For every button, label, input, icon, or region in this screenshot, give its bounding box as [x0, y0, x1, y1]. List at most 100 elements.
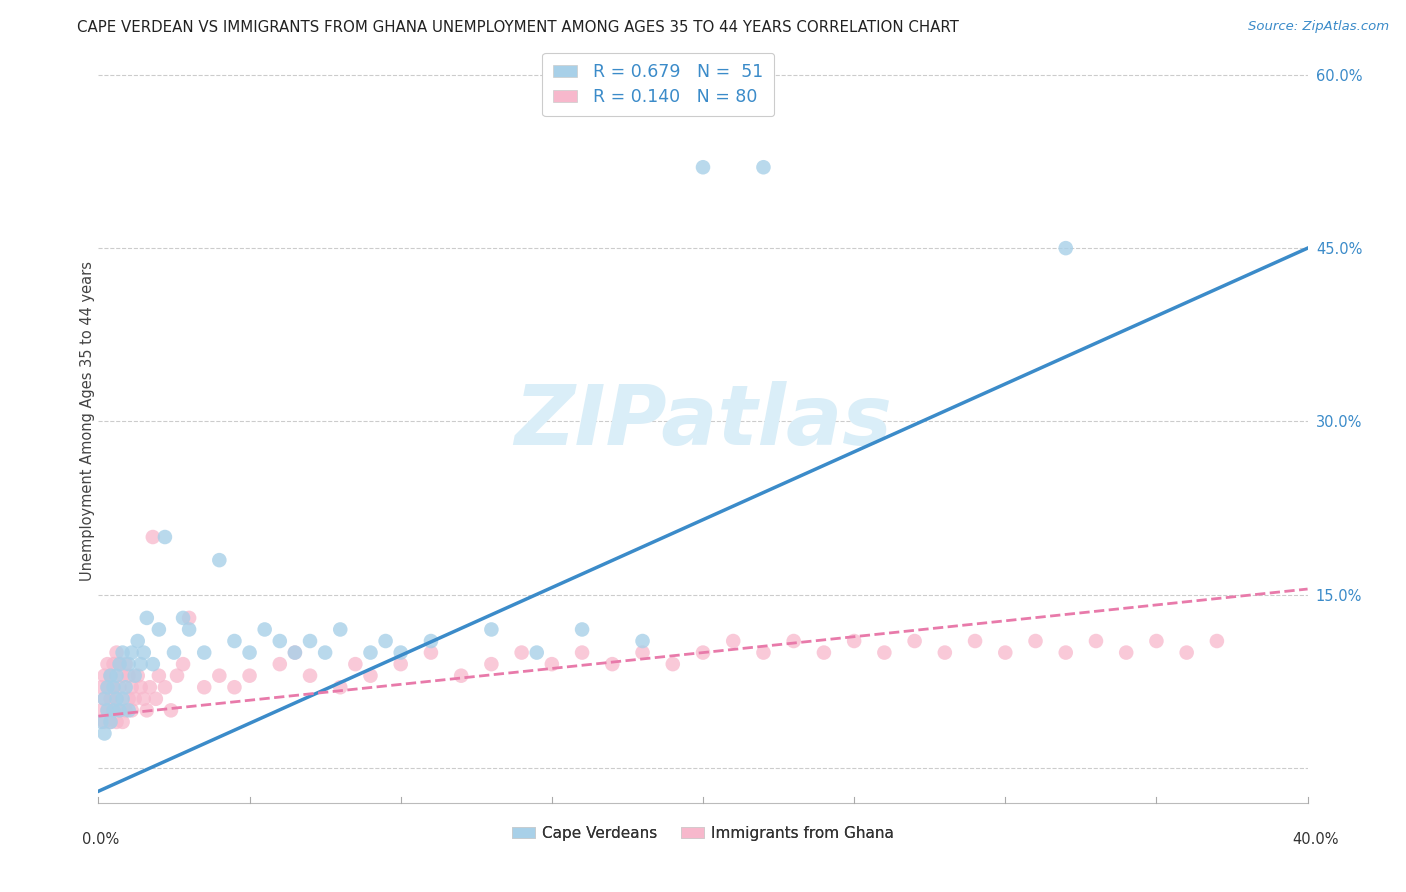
- Point: [1175, 646, 1198, 660]
- Point: [96, 703, 118, 717]
- Point: [253, 623, 276, 637]
- Point: [103, 703, 125, 717]
- Point: [108, 657, 131, 672]
- Point: [813, 646, 835, 660]
- Point: [314, 646, 336, 660]
- Point: [127, 669, 149, 683]
- Point: [118, 703, 141, 717]
- Point: [100, 714, 122, 729]
- Point: [752, 646, 775, 660]
- Point: [208, 669, 231, 683]
- Point: [692, 646, 714, 660]
- Point: [121, 703, 143, 717]
- Point: [103, 657, 125, 672]
- Point: [108, 680, 131, 694]
- Point: [571, 646, 593, 660]
- Point: [752, 160, 775, 174]
- Point: [420, 634, 443, 648]
- Point: [100, 669, 122, 683]
- Point: [108, 703, 131, 717]
- Point: [360, 646, 382, 660]
- Point: [692, 160, 714, 174]
- Point: [994, 646, 1017, 660]
- Point: [118, 669, 141, 683]
- Point: [114, 703, 136, 717]
- Point: [172, 611, 194, 625]
- Point: [93, 669, 115, 683]
- Point: [602, 657, 624, 672]
- Point: [111, 669, 134, 683]
- Point: [108, 703, 131, 717]
- Point: [269, 634, 291, 648]
- Point: [105, 646, 128, 660]
- Point: [873, 646, 896, 660]
- Point: [118, 691, 141, 706]
- Point: [142, 530, 165, 544]
- Point: [631, 646, 654, 660]
- Point: [284, 646, 307, 660]
- Point: [96, 657, 118, 672]
- Point: [224, 680, 246, 694]
- Point: [172, 657, 194, 672]
- Point: [105, 714, 128, 729]
- Point: [661, 657, 683, 672]
- Point: [329, 623, 352, 637]
- Point: [100, 669, 122, 683]
- Text: Source: ZipAtlas.com: Source: ZipAtlas.com: [1249, 20, 1389, 33]
- Point: [142, 657, 165, 672]
- Point: [934, 646, 956, 660]
- Point: [100, 691, 122, 706]
- Point: [124, 691, 146, 706]
- Point: [105, 691, 128, 706]
- Text: 40.0%: 40.0%: [1292, 832, 1339, 847]
- Point: [179, 623, 201, 637]
- Point: [111, 714, 134, 729]
- Point: [166, 669, 188, 683]
- Point: [103, 680, 125, 694]
- Point: [93, 691, 115, 706]
- Point: [526, 646, 548, 660]
- Point: [1054, 646, 1077, 660]
- Point: [904, 634, 927, 648]
- Point: [93, 714, 115, 729]
- Point: [344, 657, 367, 672]
- Point: [145, 691, 167, 706]
- Point: [124, 669, 146, 683]
- Point: [105, 691, 128, 706]
- Point: [1024, 634, 1046, 648]
- Point: [360, 669, 382, 683]
- Point: [148, 669, 170, 683]
- Point: [179, 611, 201, 625]
- Point: [299, 669, 322, 683]
- Point: [844, 634, 866, 648]
- Point: [269, 657, 291, 672]
- Point: [329, 680, 352, 694]
- Point: [103, 680, 125, 694]
- Point: [631, 634, 654, 648]
- Point: [96, 680, 118, 694]
- Point: [193, 646, 215, 660]
- Point: [93, 691, 115, 706]
- Point: [129, 680, 152, 694]
- Y-axis label: Unemployment Among Ages 35 to 44 years: Unemployment Among Ages 35 to 44 years: [80, 261, 94, 582]
- Point: [127, 634, 149, 648]
- Point: [160, 703, 183, 717]
- Point: [540, 657, 562, 672]
- Point: [121, 646, 143, 660]
- Point: [163, 646, 186, 660]
- Point: [108, 657, 131, 672]
- Point: [93, 726, 115, 740]
- Point: [148, 623, 170, 637]
- Point: [1054, 241, 1077, 255]
- Point: [208, 553, 231, 567]
- Point: [1085, 634, 1108, 648]
- Point: [111, 646, 134, 660]
- Point: [135, 611, 157, 625]
- Point: [114, 657, 136, 672]
- Point: [1115, 646, 1137, 660]
- Point: [239, 646, 262, 660]
- Point: [129, 657, 152, 672]
- Point: [284, 646, 307, 660]
- Text: 0.0%: 0.0%: [82, 832, 118, 847]
- Point: [299, 634, 322, 648]
